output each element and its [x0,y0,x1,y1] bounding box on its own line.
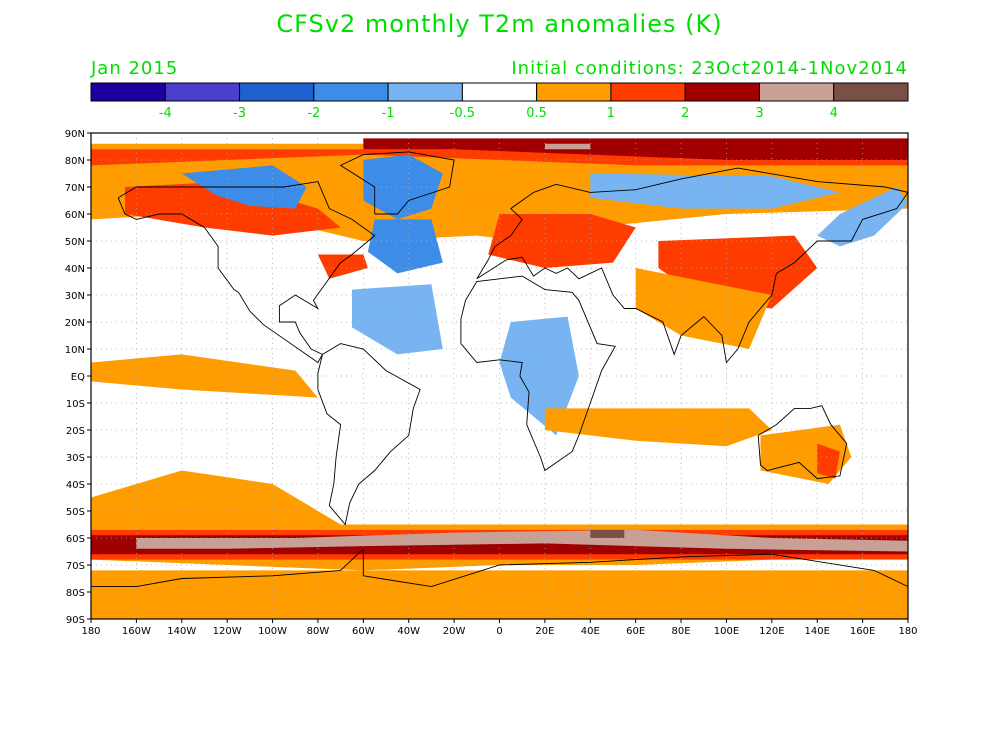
lon-tick-label: 80W [307,626,330,637]
colorbar-label: 0.5 [526,106,547,120]
colorbar-label: -4 [159,106,172,120]
colorbar-bin [239,82,315,102]
initial-conditions-label: Initial conditions: 23Oct2014-1Nov2014 [511,58,908,79]
anomaly-region [499,316,579,436]
coastline [317,343,421,526]
coastline [117,181,376,364]
colorbar-bin [684,82,760,102]
lat-tick-label: 40S [66,480,85,491]
lat-tick-label: 20S [66,426,85,437]
colorbar-bin [164,82,241,102]
anomaly-region [635,268,772,349]
anomaly-region [544,143,591,150]
lon-tick-label: 160E [850,626,875,637]
valid-month-label: Jan 2015 [91,58,179,79]
lat-tick-label: 70N [65,183,85,194]
lat-tick-label: 90N [65,129,85,140]
lon-tick-label: 140W [167,626,196,637]
colorbar: -4 -3 -2 -1 -0.5 0.5 1 2 3 4 [90,82,909,120]
anomaly-region [91,354,318,398]
lat-tick-label: 60N [65,210,85,221]
lat-tick-label: 50N [65,237,85,248]
anomaly-map: 90N 80N 70N 60N 50N 40N 30N 20N 10N EQ 10S 20S 30S 40… [65,129,918,637]
colorbar-bin [387,82,463,102]
lon-tick-label: 60W [352,626,375,637]
colorbar-label: 3 [755,106,763,120]
lon-tick-label: 0 [496,626,502,637]
lat-tick-label: 70S [66,561,85,572]
anomaly-region [590,529,625,538]
colorbar-label: 4 [830,106,838,120]
lon-tick-label: 180 [898,626,917,637]
anomaly-region [544,408,772,447]
lat-tick-label: 50S [66,507,85,518]
lon-tick-label: 120E [759,626,784,637]
coastline [91,547,908,588]
lat-tick-label: 80S [66,588,85,599]
coastline [460,275,616,472]
colorbar-label: -2 [307,106,320,120]
lon-tick-label: 40W [397,626,420,637]
colorbar-bin [610,82,686,102]
anomaly-region [125,181,341,236]
anomaly-region [363,154,443,220]
lat-tick-label: 60S [66,534,85,545]
colorbar-label: -1 [382,106,395,120]
anomaly-region [91,470,341,533]
lat-tick-label: EQ [71,372,85,383]
coastline [476,167,908,364]
lat-tick-label: 90S [66,615,85,626]
lon-tick-label: 180 [81,626,100,637]
colorbar-label: -3 [233,106,246,120]
lon-tick-label: 40E [581,626,600,637]
colorbar-bin [758,82,835,102]
anomaly-region [317,254,368,279]
lon-tick-label: 20W [443,626,466,637]
lon-tick-label: 80E [672,626,691,637]
page-title: CFSv2 monthly T2m anomalies (K) [276,10,723,38]
anomaly-region [352,284,443,355]
colorbar-label: 2 [681,106,689,120]
lon-tick-label: 100W [258,626,287,637]
anomaly-region [136,529,908,552]
coastline [339,151,455,215]
lat-tick-label: 40N [65,264,85,275]
lon-tick-label: 100E [714,626,739,637]
colorbar-bin [536,82,612,102]
colorbar-label: -0.5 [450,106,475,120]
lon-tick-label: 120W [213,626,242,637]
colorbar-bin [461,82,538,102]
colorbar-bin [313,82,389,102]
lat-tick-label: 30N [65,291,85,302]
anomaly-region [367,219,443,274]
lat-tick-label: 80N [65,156,85,167]
lon-tick-label: 140E [805,626,830,637]
anomaly-region [817,187,908,247]
colorbar-label: 1 [607,106,615,120]
lat-tick-label: 30S [66,453,85,464]
anomaly-region [817,443,840,479]
lon-tick-label: 20E [535,626,554,637]
lat-tick-label: 20N [65,318,85,329]
lat-tick-label: 10N [65,345,85,356]
coastline [757,405,848,480]
lon-tick-label: 160W [122,626,151,637]
lat-tick-label: 10S [66,399,85,410]
anomaly-region [590,173,840,209]
lon-tick-label: 60E [626,626,645,637]
colorbar-bin [90,82,166,102]
colorbar-bin [833,82,909,102]
